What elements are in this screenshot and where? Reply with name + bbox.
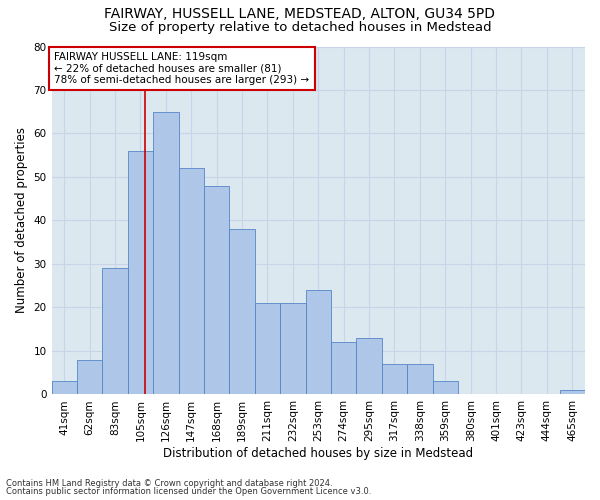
X-axis label: Distribution of detached houses by size in Medstead: Distribution of detached houses by size … [163, 447, 473, 460]
Text: Contains HM Land Registry data © Crown copyright and database right 2024.: Contains HM Land Registry data © Crown c… [6, 478, 332, 488]
Bar [280, 303, 305, 394]
Text: Contains public sector information licensed under the Open Government Licence v3: Contains public sector information licen… [6, 487, 371, 496]
Bar [77, 360, 103, 394]
Text: FAIRWAY HUSSELL LANE: 119sqm
← 22% of detached houses are smaller (81)
78% of se: FAIRWAY HUSSELL LANE: 119sqm ← 22% of de… [54, 52, 310, 85]
Bar [204, 186, 229, 394]
Bar [356, 338, 382, 394]
Bar [103, 268, 128, 394]
Bar [179, 168, 204, 394]
Bar [153, 112, 179, 395]
Text: Size of property relative to detached houses in Medstead: Size of property relative to detached ho… [109, 21, 491, 34]
Text: FAIRWAY, HUSSELL LANE, MEDSTEAD, ALTON, GU34 5PD: FAIRWAY, HUSSELL LANE, MEDSTEAD, ALTON, … [104, 8, 496, 22]
Bar [255, 303, 280, 394]
Bar [52, 382, 77, 394]
Bar [305, 290, 331, 395]
Bar [433, 382, 458, 394]
Bar [331, 342, 356, 394]
Bar [128, 151, 153, 394]
Bar [382, 364, 407, 394]
Y-axis label: Number of detached properties: Number of detached properties [15, 128, 28, 314]
Bar [229, 229, 255, 394]
Bar [407, 364, 433, 394]
Bar [560, 390, 585, 394]
